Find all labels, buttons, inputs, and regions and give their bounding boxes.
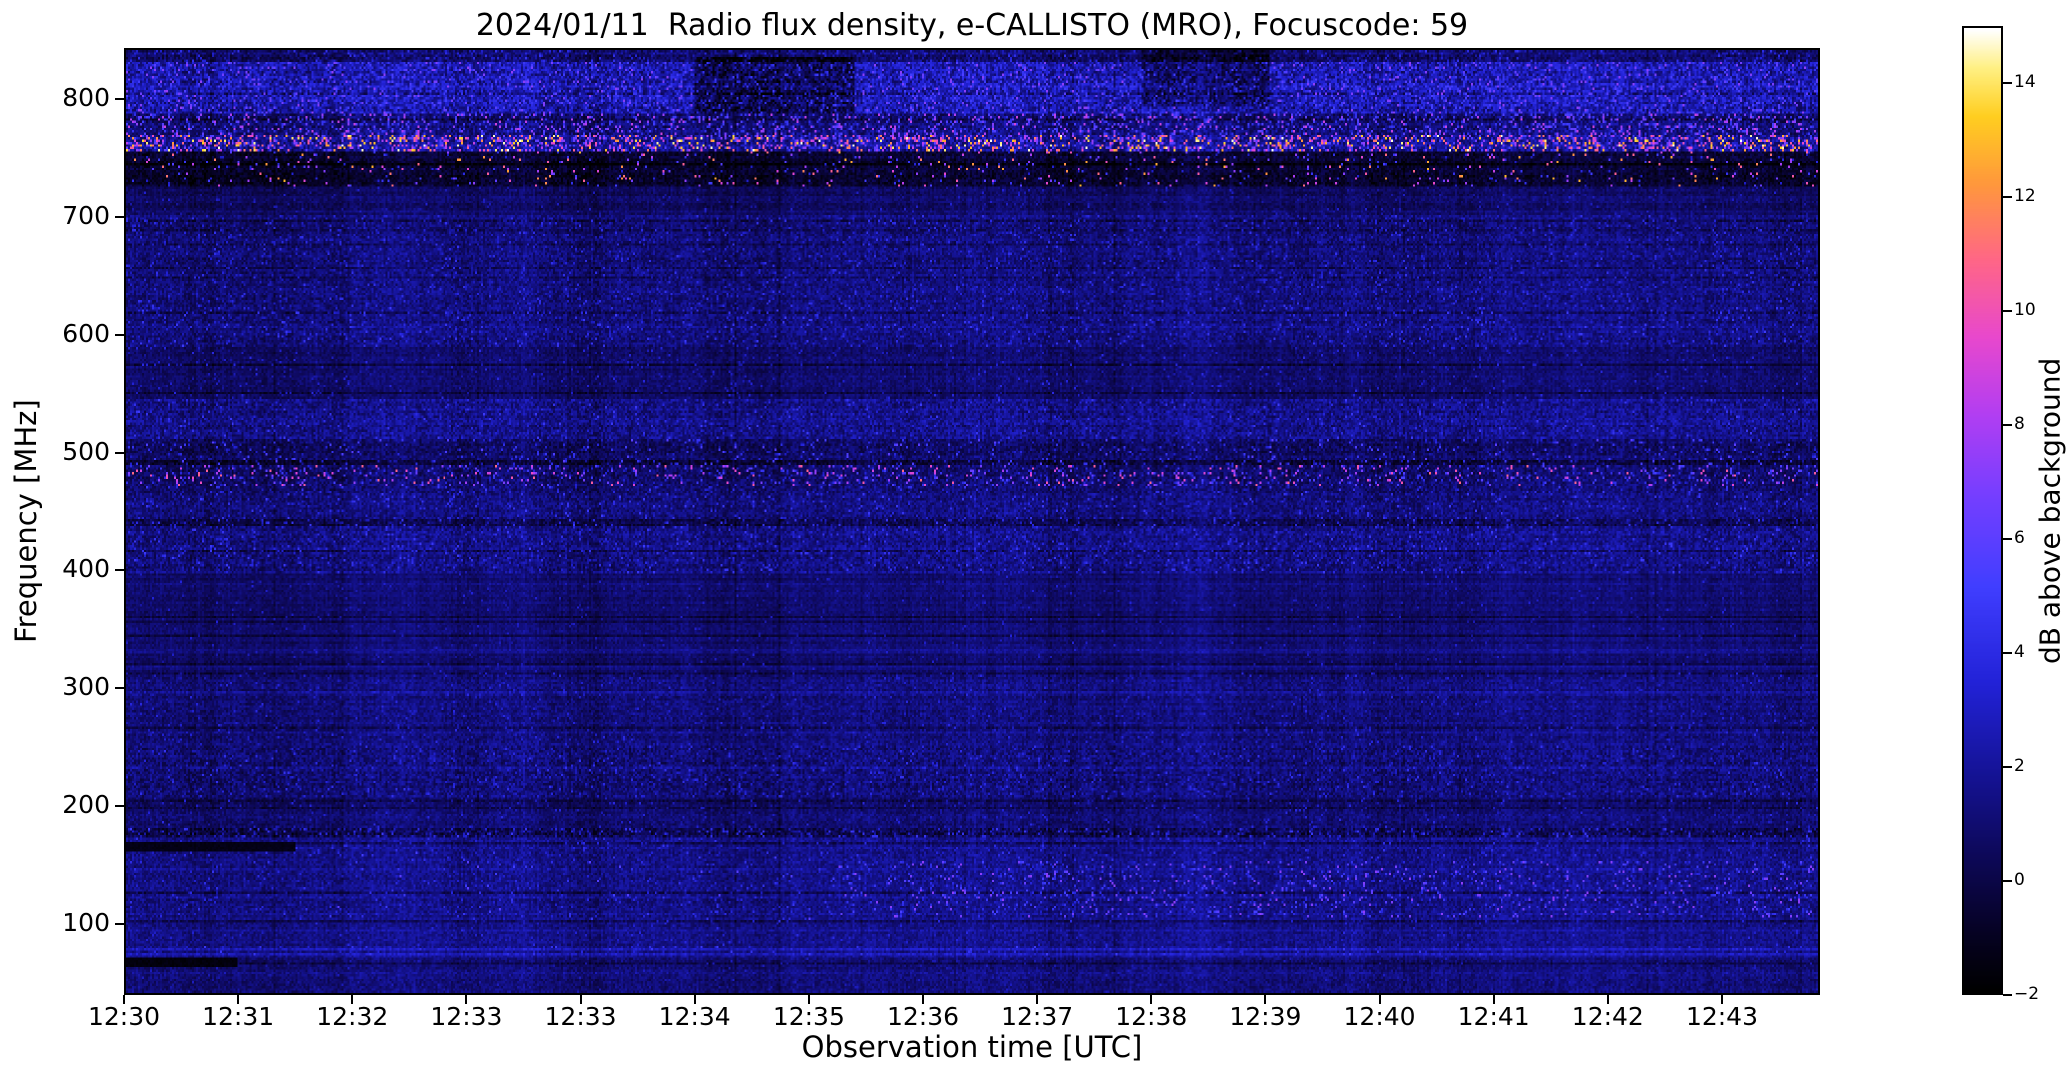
colorbar-tick-mark <box>2003 652 2012 654</box>
x-tick-mark <box>1606 995 1609 1004</box>
x-tick-label: 12:40 <box>1343 1002 1416 1031</box>
colorbar-tick-label: 6 <box>2014 528 2025 548</box>
x-tick-label: 12:42 <box>1571 1002 1644 1031</box>
x-tick-mark <box>1150 995 1153 1004</box>
y-tick-label: 200 <box>62 790 110 820</box>
x-tick-mark <box>807 995 810 1004</box>
y-tick-mark <box>115 569 124 572</box>
x-tick-mark <box>1378 995 1381 1004</box>
y-tick-mark <box>115 805 124 808</box>
colorbar-tick-mark <box>2003 196 2012 198</box>
colorbar-tick-label: 8 <box>2014 414 2025 434</box>
x-axis-label: Observation time [UTC] <box>801 1030 1143 1064</box>
colorbar-tick-mark <box>2003 994 2012 996</box>
colorbar-tick-mark <box>2003 82 2012 84</box>
x-tick-mark <box>1492 995 1495 1004</box>
x-tick-label: 12:33 <box>430 1002 503 1031</box>
colorbar-tick-mark <box>2003 424 2012 426</box>
y-tick-mark <box>115 687 124 690</box>
y-axis-label: Frequency [MHz] <box>9 399 43 644</box>
y-tick-mark <box>115 923 124 926</box>
y-tick-label: 500 <box>62 436 110 466</box>
x-tick-mark <box>693 995 696 1004</box>
x-tick-mark <box>921 995 924 1004</box>
colorbar-tick-label: 4 <box>2014 642 2025 662</box>
colorbar-tick-label: 2 <box>2014 756 2025 776</box>
y-tick-label: 600 <box>62 318 110 348</box>
y-tick-label: 300 <box>62 672 110 702</box>
spectrogram-heatmap <box>126 50 1818 993</box>
y-tick-label: 700 <box>62 200 110 230</box>
x-tick-mark <box>1036 995 1039 1004</box>
x-tick-label: 12:33 <box>544 1002 617 1031</box>
x-tick-label: 12:34 <box>658 1002 731 1031</box>
colorbar-tick-label: 10 <box>2014 300 2036 320</box>
x-tick-label: 12:35 <box>772 1002 845 1031</box>
y-tick-label: 400 <box>62 554 110 584</box>
x-tick-mark <box>465 995 468 1004</box>
x-tick-label: 12:37 <box>1001 1002 1074 1031</box>
x-tick-label: 12:41 <box>1457 1002 1530 1031</box>
colorbar-tick-mark <box>2003 538 2012 540</box>
colorbar-tick-label: −2 <box>2014 984 2040 1004</box>
colorbar-label: dB above background <box>2033 357 2066 664</box>
y-tick-mark <box>115 451 124 454</box>
plot-area <box>124 48 1820 995</box>
x-tick-label: 12:43 <box>1685 1002 1758 1031</box>
x-tick-mark <box>1720 995 1723 1004</box>
x-tick-label: 12:32 <box>316 1002 389 1031</box>
colorbar-tick-label: 14 <box>2014 72 2036 92</box>
colorbar-tick-mark <box>2003 766 2012 768</box>
colorbar-tick-label: 12 <box>2014 186 2036 206</box>
y-tick-mark <box>115 215 124 218</box>
y-tick-label: 800 <box>62 82 110 112</box>
colorbar <box>1962 26 2003 995</box>
colorbar-tick-mark <box>2003 310 2012 312</box>
x-tick-label: 12:38 <box>1115 1002 1188 1031</box>
x-tick-mark <box>123 995 125 1004</box>
x-tick-label: 12:36 <box>886 1002 959 1031</box>
y-tick-mark <box>115 97 124 100</box>
x-tick-mark <box>237 995 240 1004</box>
x-tick-mark <box>351 995 354 1004</box>
y-tick-label: 100 <box>62 908 110 938</box>
colorbar-gradient <box>1964 28 2001 993</box>
colorbar-tick-mark <box>2003 880 2012 882</box>
colorbar-tick-label: 0 <box>2014 870 2025 890</box>
x-tick-label: 12:39 <box>1229 1002 1302 1031</box>
x-tick-mark <box>579 995 582 1004</box>
x-tick-label: 12:30 <box>87 1002 161 1031</box>
x-tick-mark <box>1264 995 1267 1004</box>
y-tick-mark <box>115 333 124 336</box>
chart-title: 2024/01/11 Radio flux density, e-CALLIST… <box>475 8 1469 43</box>
x-tick-label: 12:31 <box>202 1002 275 1031</box>
